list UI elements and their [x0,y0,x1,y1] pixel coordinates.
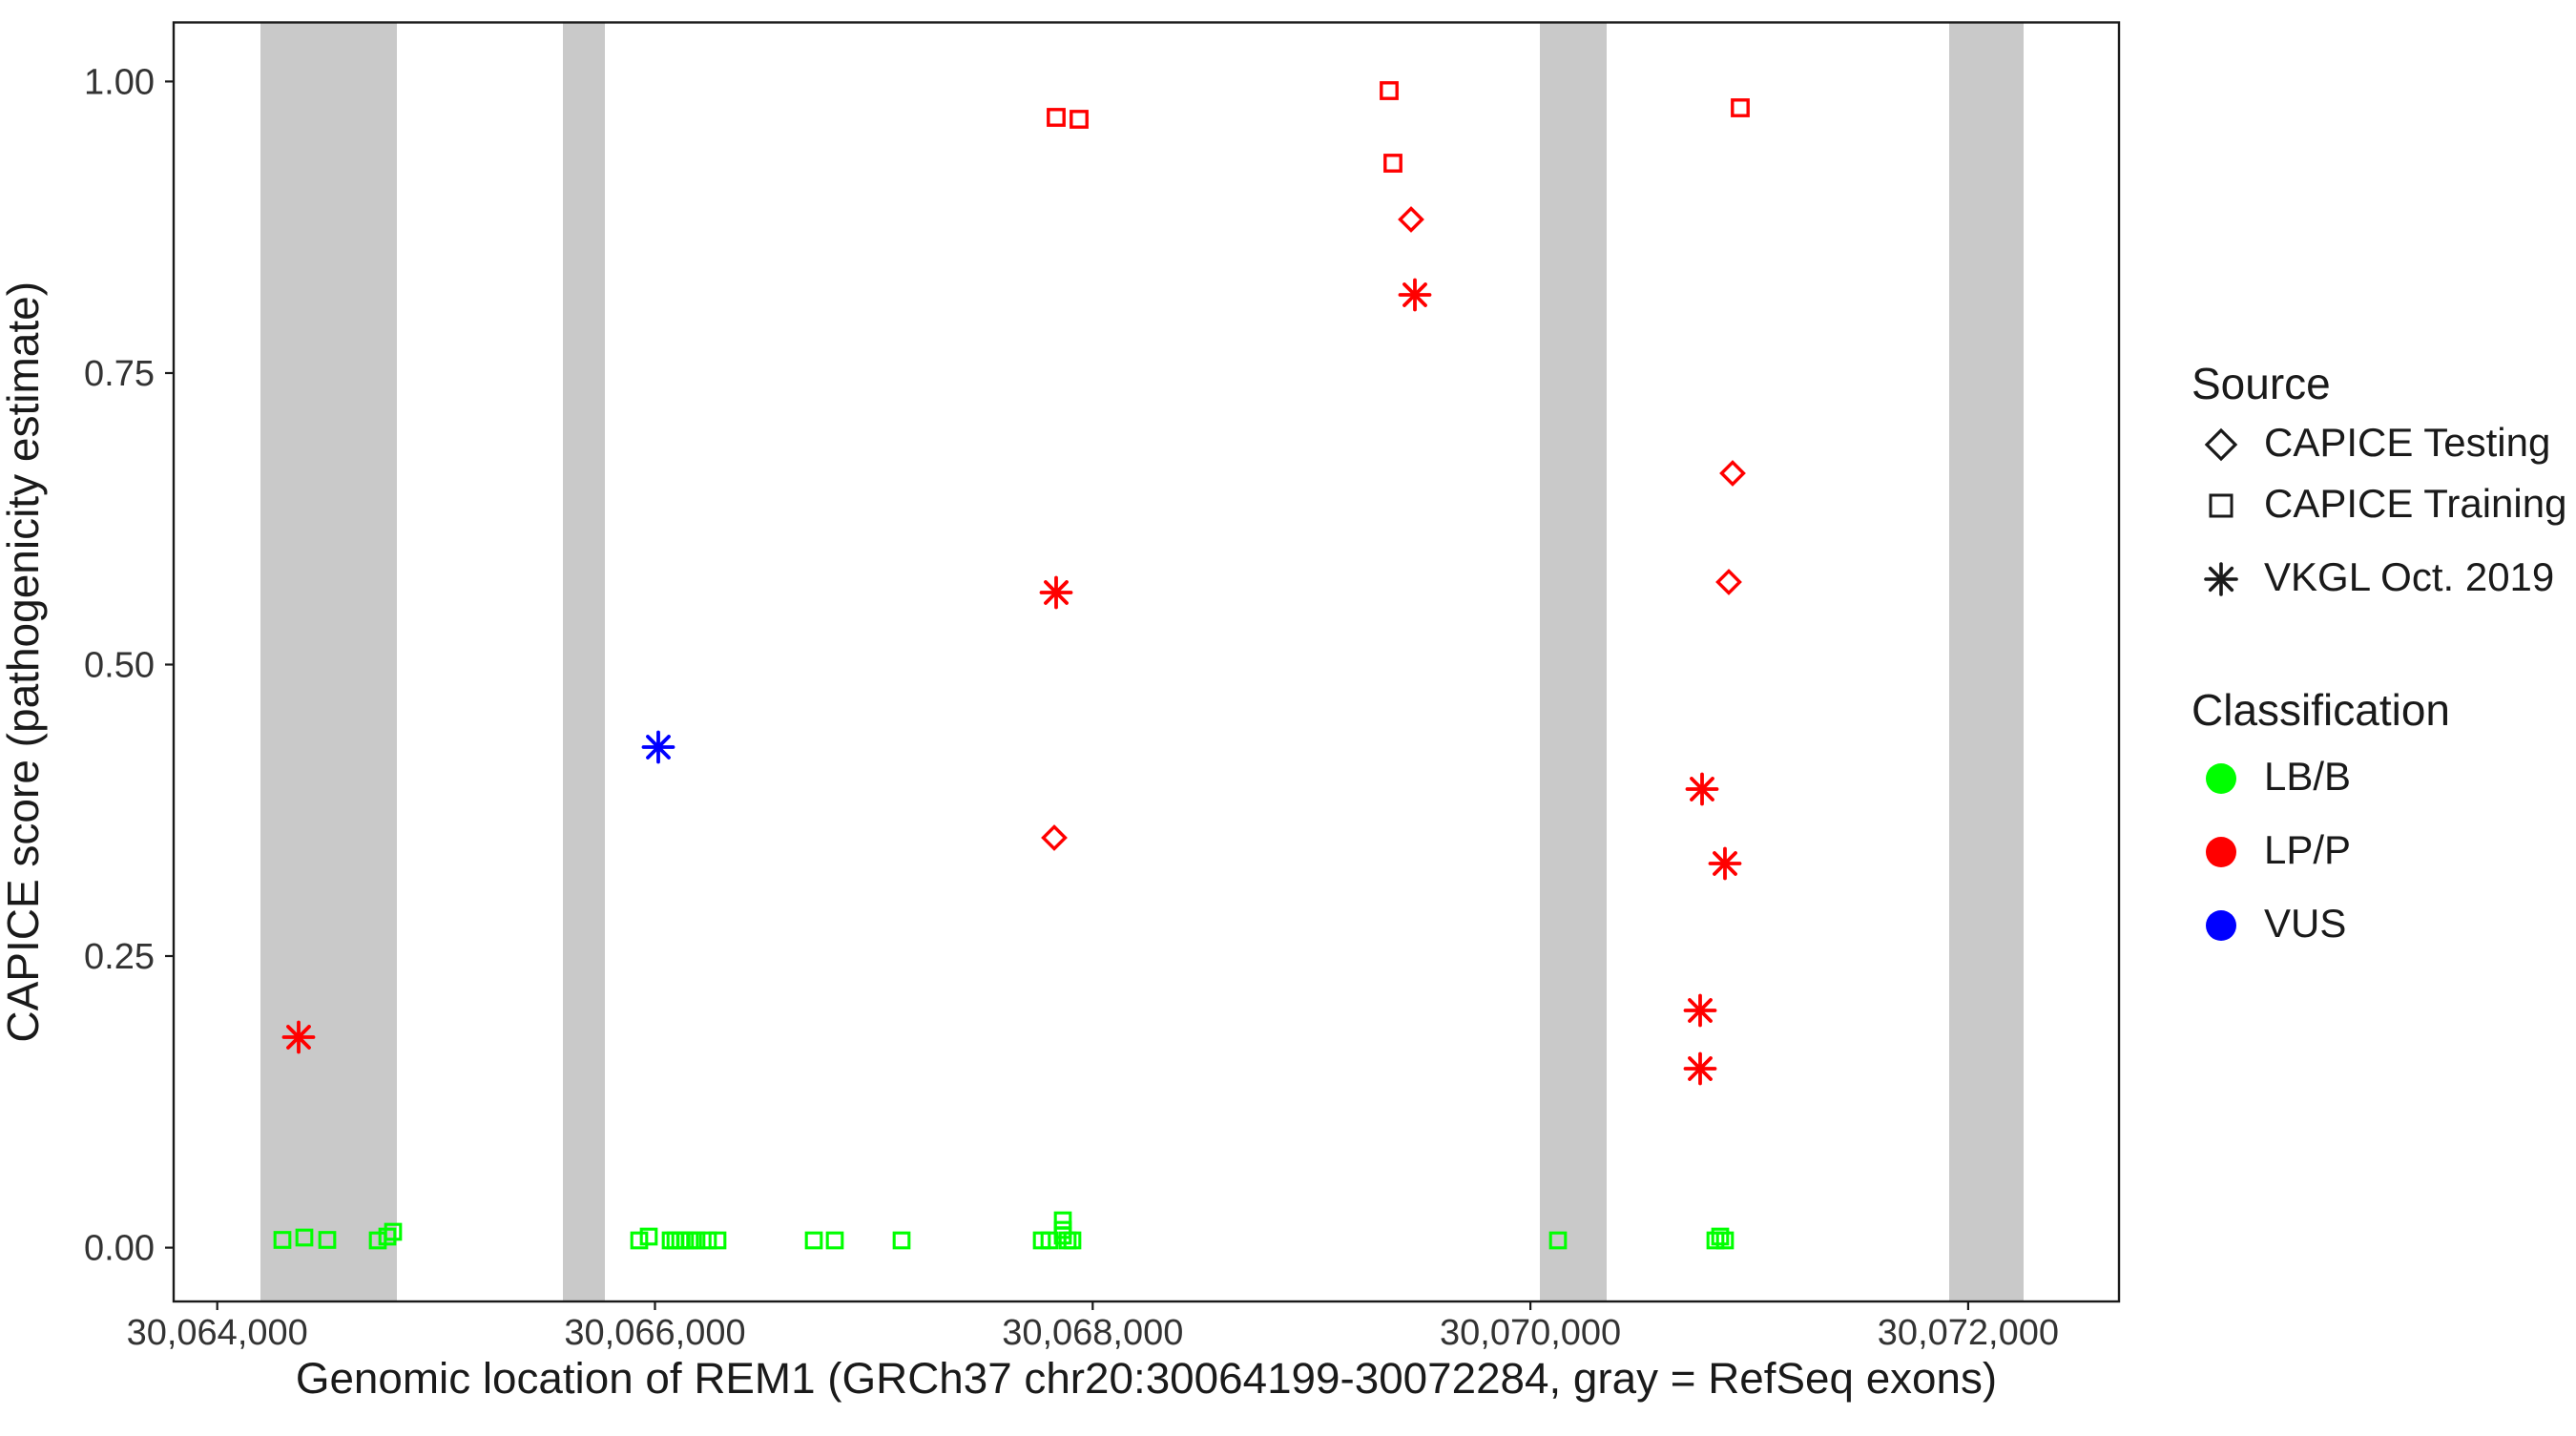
svg-text:Classification: Classification [2192,685,2450,735]
svg-text:CAPICE Testing: CAPICE Testing [2264,420,2550,465]
svg-text:30,068,000: 30,068,000 [1002,1313,1183,1353]
svg-text:Source: Source [2192,359,2331,408]
svg-text:VKGL Oct. 2019: VKGL Oct. 2019 [2264,554,2554,599]
svg-text:CAPICE score (pathogenicity es: CAPICE score (pathogenicity estimate) [0,281,48,1043]
svg-text:30,070,000: 30,070,000 [1440,1313,1621,1353]
svg-text:30,072,000: 30,072,000 [1878,1313,2059,1353]
svg-text:1.00: 1.00 [84,62,155,102]
svg-text:Genomic location of REM1 (GRCh: Genomic location of REM1 (GRCh37 chr20:3… [296,1354,1997,1403]
svg-text:30,064,000: 30,064,000 [127,1313,308,1353]
svg-text:0.50: 0.50 [84,646,155,686]
svg-text:CAPICE Training: CAPICE Training [2264,481,2566,526]
svg-text:LB/B: LB/B [2264,754,2351,799]
svg-text:0.00: 0.00 [84,1229,155,1269]
svg-text:LP/P: LP/P [2264,827,2351,872]
svg-text:30,066,000: 30,066,000 [564,1313,745,1353]
svg-text:VUS: VUS [2264,901,2346,946]
svg-text:0.75: 0.75 [84,354,155,394]
svg-text:0.25: 0.25 [84,937,155,977]
